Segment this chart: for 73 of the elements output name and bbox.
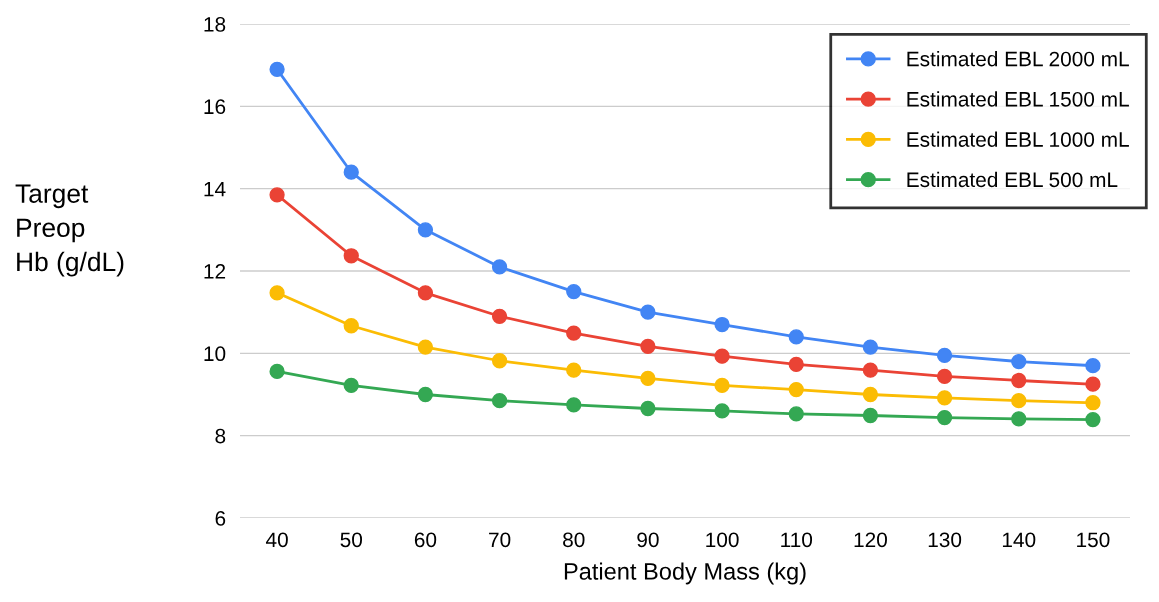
point [862,386,879,403]
point [1085,411,1101,428]
x-tick-label: 80 [563,532,585,548]
point [640,400,656,417]
point [417,222,434,238]
point [566,362,582,378]
point [788,329,804,345]
point [640,338,656,354]
point [936,409,953,426]
point [714,348,730,364]
x-tick-label: 50 [340,532,363,548]
point [862,407,879,424]
point [269,61,285,77]
point [269,363,285,380]
point [417,386,434,403]
y-tick-label: 16 [204,99,226,115]
y-tick-label: 14 [204,181,226,197]
y-tick-label: 8 [215,428,226,444]
point [491,393,508,409]
point [936,368,953,385]
point [788,381,804,398]
x-tick-label: 130 [928,532,962,548]
x-tick-label: 120 [854,532,887,548]
point [491,259,508,275]
point [566,325,582,341]
point [343,248,359,264]
legend-label: Estimated EBL 2000 mL [907,51,1129,67]
point [1011,411,1027,427]
x-tick-label: 100 [706,532,739,548]
point [1011,393,1027,409]
legend-label: Estimated EBL 1500 mL [907,91,1129,107]
point [269,285,285,301]
point [862,339,879,355]
x-tick-label: 140 [1002,532,1036,548]
point [1085,395,1101,411]
point [417,339,434,355]
point [343,164,359,180]
point [640,304,656,320]
point [1085,376,1101,392]
x-tick-label: 110 [781,532,813,548]
y-tick-label: 6 [215,511,226,526]
point [343,377,359,394]
legend-label: Estimated EBL 500 mL [907,171,1118,188]
x-tick-label: 150 [1077,532,1110,548]
x-tick-label: 40 [265,532,288,548]
point [491,308,508,324]
y-tick-label: 18 [204,17,226,32]
x-tick-label: 70 [489,532,511,548]
point [640,370,656,387]
point [343,318,359,334]
point [417,285,434,301]
point [936,390,953,406]
point [269,187,285,203]
y-tick-label: 12 [204,264,226,279]
point [714,403,730,419]
point [566,283,582,300]
x-tick-label: 60 [414,532,437,548]
y-axis-title: Target Preop Hb (g/dL) [15,184,124,277]
point [714,377,730,394]
x-axis-title: Patient Body Mass (kg) [564,562,806,585]
point [936,347,953,364]
point [1011,372,1027,389]
point [566,397,582,413]
point [714,316,730,333]
y-tick-label: 10 [204,346,226,362]
point [788,406,804,422]
point [788,356,804,373]
point [491,353,508,369]
x-tick-label: 90 [637,532,659,548]
point [1011,353,1027,370]
legend-label: Estimated EBL 1000 mL [907,131,1129,147]
point [1085,358,1101,374]
point [862,362,879,378]
